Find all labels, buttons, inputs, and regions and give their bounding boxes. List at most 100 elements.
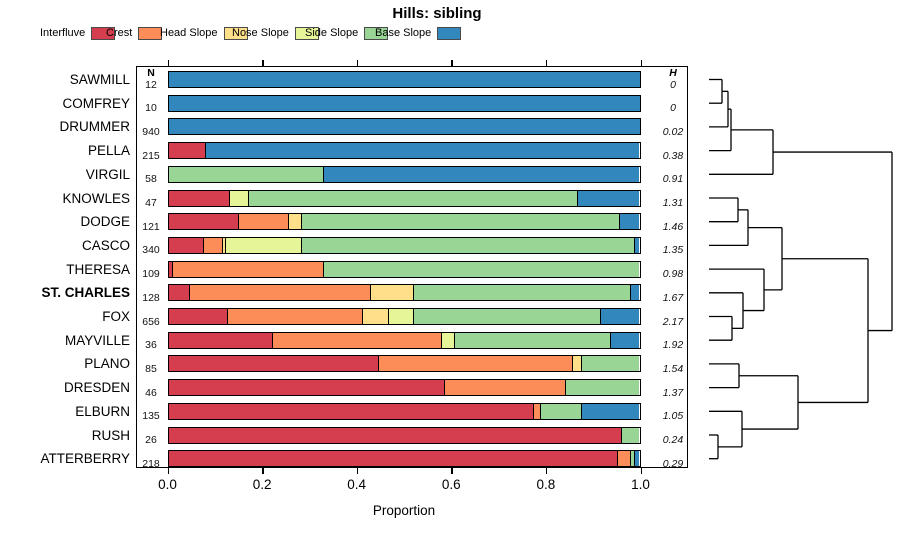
bar-segment-base-slope	[631, 285, 640, 301]
x-tick-bottom	[167, 468, 169, 474]
bar-segment-side-slope	[414, 285, 631, 301]
x-tick-bottom	[451, 468, 453, 474]
legend-swatch-crest	[138, 26, 163, 40]
h-value-drummer: 0.02	[662, 125, 684, 138]
bar-segment-nose-slope	[229, 190, 249, 206]
row-label-fox: FOX	[102, 309, 130, 324]
h-value-plano: 1.54	[662, 362, 684, 375]
h-value-st-charles: 1.67	[662, 291, 684, 304]
row-label-knowles: KNOWLES	[62, 190, 130, 206]
bar-segment-base-slope	[168, 95, 640, 111]
h-value-elburn: 1.05	[662, 410, 684, 423]
bar-dodge	[167, 213, 641, 231]
h-value-theresa: 0.98	[662, 268, 684, 281]
legend-label: Nose Slope	[232, 27, 289, 39]
legend-swatch-nose-slope	[294, 26, 319, 40]
h-value-dodge: 1.46	[662, 220, 684, 233]
chart-title: Hills: sibling	[392, 5, 482, 22]
row-label-casco: CASCO	[81, 237, 130, 253]
bar-segment-side-slope	[621, 427, 640, 443]
bar-segment-crest	[378, 356, 573, 372]
bar-segment-side-slope	[541, 403, 583, 419]
legend-swatch-side-slope	[364, 26, 389, 40]
bar-segment-crest	[273, 332, 443, 348]
h-value-mayville: 1.92	[662, 339, 684, 352]
row-label-rush: RUSH	[91, 427, 130, 443]
h-value-knowles: 1.31	[662, 197, 684, 209]
bar-elburn	[167, 402, 641, 420]
bar-drummer	[167, 118, 641, 136]
bar-theresa	[167, 260, 641, 278]
legend-item-base-slope: Base Slope	[375, 26, 462, 40]
bar-virgil	[167, 165, 641, 183]
n-value-st-charles: 128	[142, 291, 160, 304]
x-tick-label: 0.6	[441, 477, 461, 492]
bar-segment-base-slope	[634, 237, 640, 253]
n-value-plano: 85	[145, 362, 157, 375]
bar-segment-head-slope	[362, 309, 389, 324]
x-tick-top	[262, 60, 264, 66]
bar-plano	[167, 355, 641, 373]
bar-rush	[167, 426, 641, 444]
bar-segment-crest	[173, 261, 324, 277]
row-label-st-charles: ST. CHARLES	[41, 285, 130, 301]
n-value-fox: 656	[142, 315, 160, 328]
bar-segment-head-slope	[572, 356, 583, 372]
bar-segment-side-slope	[168, 166, 324, 182]
bar-segment-head-slope	[288, 214, 302, 230]
row-label-sawmill: SAWMILL	[69, 72, 130, 87]
bar-segment-interfluve	[168, 451, 619, 467]
legend-label: Side Slope	[305, 27, 359, 39]
bar-segment-base-slope	[206, 143, 640, 159]
n-value-knowles: 47	[145, 197, 157, 209]
h-value-pella: 0.38	[662, 149, 684, 162]
bar-segment-interfluve	[168, 356, 379, 372]
n-value-mayville: 36	[145, 339, 157, 352]
x-tick-bottom	[262, 468, 264, 474]
bar-segment-interfluve	[168, 332, 274, 348]
n-value-rush: 26	[145, 434, 157, 446]
h-value-virgil: 0.91	[662, 173, 684, 186]
bar-segment-interfluve	[168, 190, 230, 206]
legend-item-nose-slope: Nose Slope	[232, 26, 319, 40]
bar-segment-head-slope	[222, 237, 227, 253]
x-tick-top	[545, 60, 548, 66]
bar-segment-side-slope	[301, 214, 620, 230]
bar-segment-nose-slope	[226, 237, 302, 253]
h-value-sawmill: 0	[670, 78, 676, 91]
bar-segment-base-slope	[601, 309, 640, 324]
bar-segment-crest	[203, 237, 223, 253]
bar-segment-base-slope	[619, 214, 640, 230]
row-label-pella: PELLA	[87, 143, 130, 159]
bar-segment-base-slope	[582, 403, 640, 419]
x-tick-label: 1.0	[631, 477, 650, 492]
legend-item-crest: Crest	[106, 26, 163, 40]
x-axis-label: Proportion	[372, 503, 436, 518]
bar-segment-base-slope	[168, 119, 640, 135]
bar-sawmill	[167, 71, 641, 88]
bar-segment-crest	[618, 451, 631, 467]
n-column-header: N	[147, 67, 155, 79]
bar-comfrey	[167, 94, 641, 112]
bar-segment-side-slope	[248, 190, 579, 206]
n-value-comfrey: 10	[145, 102, 157, 115]
bar-segment-side-slope	[413, 309, 602, 324]
bar-atterberry	[167, 450, 641, 468]
bar-segment-interfluve	[168, 309, 229, 324]
h-value-rush: 0.24	[662, 434, 684, 446]
dendrogram	[709, 78, 893, 460]
bar-segment-interfluve	[168, 237, 204, 253]
bar-st-charles	[167, 284, 641, 302]
x-tick-bottom	[545, 468, 548, 474]
bar-segment-base-slope	[323, 166, 640, 182]
legend-item-side-slope: Side Slope	[305, 26, 389, 40]
x-tick-top	[356, 60, 359, 66]
n-value-elburn: 135	[142, 410, 160, 423]
h-value-comfrey: 0	[670, 102, 676, 115]
plot-area	[136, 66, 688, 468]
row-label-virgil: VIRGIL	[85, 166, 130, 182]
bar-segment-interfluve	[168, 427, 622, 443]
bar-casco	[167, 236, 641, 254]
bar-segment-interfluve	[168, 403, 535, 419]
